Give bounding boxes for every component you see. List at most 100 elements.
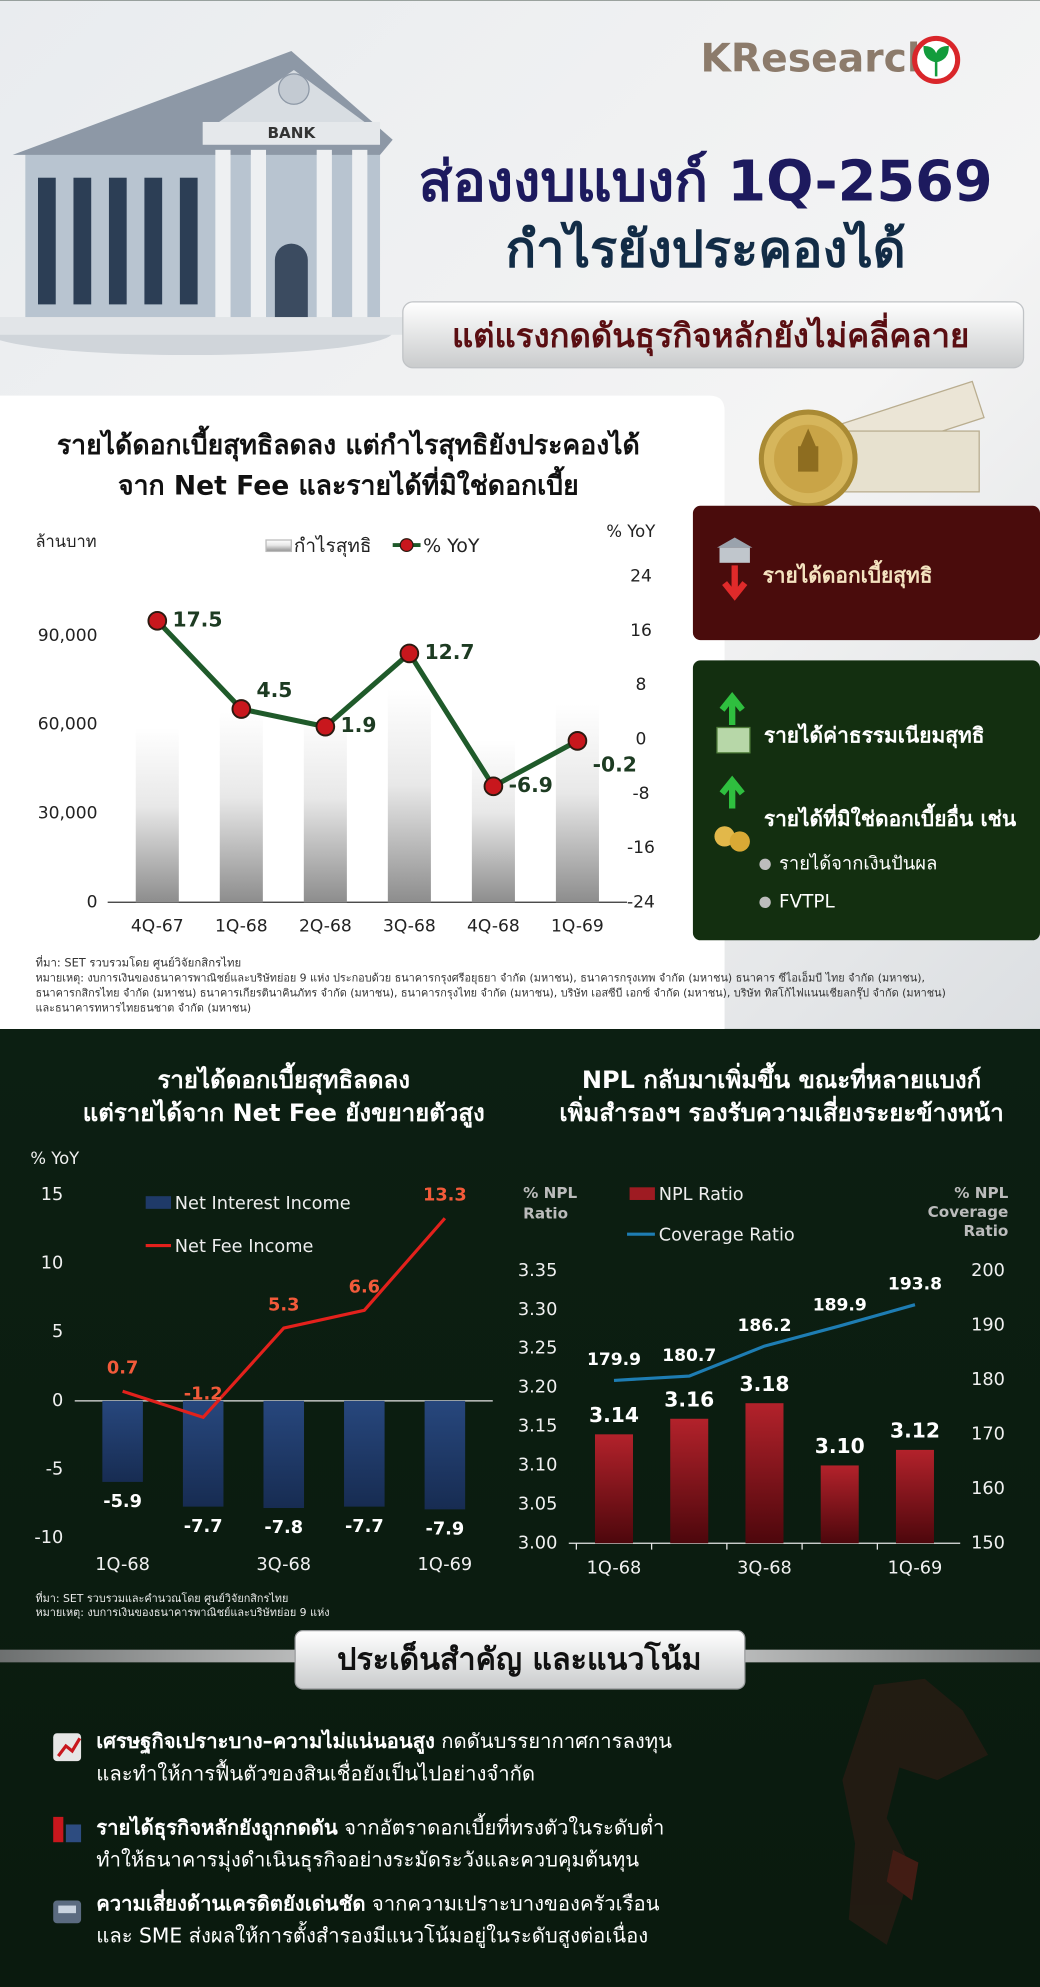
y-tick-label: 30,000 [38, 804, 98, 824]
note: และธนาคารทหารไทยธนชาต จำกัด (มหาชน) [35, 1002, 251, 1015]
y-tick-label: 3.00 [518, 1533, 557, 1553]
x-tick-label: 1Q-68 [587, 1559, 642, 1579]
y2-axis-label: Ratio [963, 1222, 1008, 1240]
bar [745, 1403, 784, 1544]
y-axis-label: Ratio [523, 1204, 568, 1222]
title-line: กำไรยังประคองได้ [505, 219, 905, 278]
point-line: และทำให้การฟื้นตัวของสินเชื่อยังเป็นไปอย… [96, 1759, 535, 1786]
chart-title: เพิ่มสำรองฯ รองรับความเสี่ยงระยะข้างหน้า [559, 1095, 1003, 1127]
y-axis-label: ล้านบาท [35, 532, 96, 551]
section-title: ประเด็นสำคัญ และแนวโน้ม [337, 1641, 701, 1678]
bank-illustration: BANK [0, 51, 406, 356]
y-tick-label: -5 [46, 1460, 64, 1480]
map-shapes [842, 1678, 989, 1945]
y-tick-label: -10 [34, 1528, 63, 1548]
legend-label: NPL Ratio [659, 1185, 744, 1205]
y-tick-label: 0 [52, 1391, 63, 1411]
legend-swatch [145, 1196, 172, 1209]
y2-tick-label: 8 [636, 675, 647, 695]
source: ที่มา: SET รวบรวมโดย ศูนย์วิจัยกสิกรไทย [35, 955, 241, 970]
line-label: 193.8 [888, 1274, 942, 1294]
bar-label: -5.9 [103, 1492, 142, 1512]
point-lead: รายได้ธุรกิจหลักยังถูกกดดัน [96, 1815, 338, 1841]
coin-illustration [758, 380, 985, 509]
bar [895, 1449, 934, 1544]
legend-label: Net Interest Income [175, 1194, 351, 1214]
line [613, 1303, 916, 1382]
x-tick-label: 1Q-69 [418, 1555, 473, 1575]
point-rest: จากอัตราดอกเบี้ยที่ทรงตัวในระดับต่ำ [344, 1812, 664, 1839]
point-rest: จากความเปราะบางของครัวเรือน [372, 1891, 660, 1915]
logo: KResearch [701, 35, 961, 84]
x-tick-label: 1Q-69 [551, 916, 604, 936]
section-title-box [294, 1630, 746, 1690]
line-label: 1.9 [341, 713, 377, 737]
marker [147, 611, 168, 631]
x-tick-label: 2Q-68 [299, 916, 352, 936]
y-tick-label: 60,000 [38, 715, 98, 735]
y2-tick-label: -16 [627, 838, 655, 858]
point-line: รายได้ธุรกิจหลักยังถูกกดดัน จากอัตราดอกเบ… [96, 1812, 664, 1841]
y2-tick-label: 170 [971, 1424, 1005, 1444]
note: หมายเหตุ: งบการเงินของธนาคารพาณิชย์และบร… [35, 1606, 329, 1619]
y-tick-label: 10 [41, 1254, 64, 1274]
y-tick-label: 3.30 [518, 1300, 557, 1320]
line-label: 6.6 [349, 1277, 380, 1297]
bar [135, 727, 179, 903]
legend-label: Coverage Ratio [659, 1225, 795, 1245]
bar [594, 1434, 633, 1544]
legend-swatch [629, 1187, 655, 1200]
chart-title: รายได้ดอกเบี้ยสุทธิลดลง แต่กำไรสุทธิยังป… [57, 425, 640, 462]
bullet: FVTPL [779, 891, 835, 912]
title-line: ส่องงบแบงก์ 1Q-2569 [418, 149, 992, 214]
y2-tick-label: 200 [971, 1261, 1005, 1281]
legend-swatch [399, 538, 414, 553]
y2-axis-label: % NPL [954, 1184, 1008, 1202]
legend-label: กำไรสุทธิ [294, 535, 372, 558]
point-line: เศรษฐกิจเปราะบาง–ความไม่แน่นอนสูง กดดันบร… [96, 1729, 672, 1755]
bar-label: -7.9 [426, 1520, 465, 1540]
down-panel [692, 505, 1040, 641]
y-tick-label: 0 [87, 892, 98, 912]
brand: KResearch [701, 37, 935, 82]
y-tick-label: 5 [52, 1322, 63, 1342]
bar [424, 1400, 466, 1510]
key-points: เศรษฐกิจเปราะบาง–ความไม่แน่นอนสูง กดดันบร… [96, 1729, 672, 1949]
x-tick-label: 4Q-68 [467, 916, 520, 936]
marker [315, 716, 336, 737]
bar-label: 3.12 [890, 1419, 940, 1443]
line [122, 1217, 447, 1420]
bar-label: 3.18 [739, 1372, 789, 1396]
bullet-dot [759, 858, 771, 870]
chart-net-profit: รายได้ดอกเบี้ยสุทธิลดลง แต่กำไรสุทธิยังป… [35, 425, 656, 937]
bar [820, 1465, 859, 1544]
marker [567, 731, 588, 751]
y2-tick-label: 16 [630, 621, 652, 641]
bar [102, 1400, 143, 1482]
point-line: และ SME ส่งผลให้การตั้งสำรองมีแนวโน้มอยู… [96, 1921, 648, 1949]
up-icon [714, 692, 751, 852]
up-item: รายได้ที่มิใช่ดอกเบี้ยอื่น เช่น [764, 803, 1017, 831]
bar-label: 3.14 [589, 1403, 639, 1427]
line-label: 0.7 [107, 1358, 138, 1378]
y-axis-label: % NPL [523, 1184, 577, 1202]
y2-tick-label: 160 [971, 1479, 1005, 1499]
bar-label: -7.7 [184, 1517, 223, 1537]
bullet: รายได้จากเงินปันผล [779, 852, 937, 874]
y-axis-label: % YoY [30, 1149, 80, 1168]
x-tick-label: 1Q-69 [888, 1559, 943, 1579]
chart-title: แต่รายได้จาก Net Fee ยังขยายตัวสูง [83, 1098, 485, 1128]
bar-label: 3.10 [815, 1434, 865, 1458]
x-tick-label: 3Q-68 [256, 1555, 311, 1575]
chart-card [0, 395, 725, 1029]
y2-axis-label: % YoY [606, 522, 656, 541]
y2-tick-label: 190 [971, 1315, 1005, 1335]
y2-tick-label: -24 [627, 892, 655, 912]
bar-label: -7.8 [264, 1518, 303, 1538]
chart-title: จาก Net Fee และรายได้ที่มิใช่ดอกเบี้ย [118, 465, 579, 501]
legend-label: Net Fee Income [175, 1237, 314, 1257]
x-tick-label: 1Q-68 [95, 1555, 150, 1575]
